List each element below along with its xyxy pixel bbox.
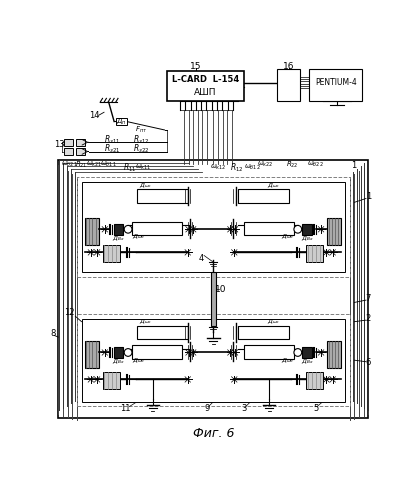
Text: $R_{з21}$: $R_{з21}$ (104, 143, 121, 156)
Text: $\omega_{к21}$: $\omega_{к21}$ (86, 160, 103, 169)
Bar (306, 372, 323, 389)
Bar (114, 347, 123, 358)
Bar (132, 345, 182, 359)
Circle shape (294, 226, 301, 233)
Bar (306, 245, 323, 261)
Text: 5: 5 (313, 404, 318, 413)
Bar (244, 222, 294, 236)
Text: PENTIUM-4: PENTIUM-4 (315, 78, 357, 87)
Text: 4: 4 (198, 254, 203, 263)
Text: $R_{22}$: $R_{22}$ (286, 160, 299, 170)
Bar (302, 224, 312, 235)
Text: $\omega_{б22}$: $\omega_{б22}$ (307, 160, 324, 169)
Text: $Д_{\omega б}$: $Д_{\omega б}$ (281, 356, 294, 365)
Text: $Д_{\omega б}$: $Д_{\omega б}$ (132, 233, 146, 242)
Bar (82, 182, 345, 272)
Text: $1$: $1$ (351, 159, 358, 170)
Bar (211, 271, 216, 325)
Text: Фиг. 6: Фиг. 6 (193, 427, 234, 440)
Text: 12: 12 (64, 308, 74, 317)
Bar (103, 372, 120, 389)
Text: $Д_{\omega к}$: $Д_{\omega к}$ (267, 181, 281, 190)
Text: $Д_{Вх}$: $Д_{Вх}$ (113, 234, 125, 243)
Text: $\omega_{б11}$: $\omega_{б11}$ (100, 160, 116, 169)
Bar (167, 71, 244, 101)
Bar (82, 318, 345, 402)
Text: 10: 10 (215, 285, 227, 294)
Bar (77, 177, 350, 277)
Bar (277, 69, 300, 101)
Text: 15: 15 (190, 61, 201, 70)
Text: 3: 3 (241, 404, 247, 413)
Bar (238, 325, 289, 339)
Text: $R_{з22}$: $R_{з22}$ (133, 143, 149, 156)
Text: $R_{11}$: $R_{11}$ (123, 162, 136, 174)
Bar (114, 224, 123, 235)
Text: $Д_{\omega к}$: $Д_{\omega к}$ (139, 181, 152, 190)
Text: 2: 2 (366, 314, 371, 323)
Bar (58, 160, 368, 418)
Text: $\omega_{к11}$: $\omega_{к11}$ (135, 163, 152, 172)
Text: $R_{з12}$: $R_{з12}$ (133, 134, 149, 146)
Text: 1: 1 (366, 193, 371, 202)
Circle shape (124, 349, 132, 356)
Text: $Д_{\omega к}$: $Д_{\omega к}$ (139, 317, 152, 326)
Bar (76, 148, 85, 155)
Bar (302, 347, 312, 358)
Bar (137, 189, 188, 203)
Text: 14: 14 (90, 111, 100, 120)
Text: $\omega_{к12}$: $\omega_{к12}$ (211, 163, 227, 172)
Text: $Д_{\omega б}$: $Д_{\omega б}$ (132, 356, 146, 365)
Text: $F_{пт}$: $F_{пт}$ (135, 125, 147, 135)
Text: $\omega_{б12}$: $\omega_{б12}$ (244, 163, 260, 172)
Text: $Д_{Вх}$: $Д_{Вх}$ (301, 357, 314, 366)
Bar (137, 325, 188, 339)
Bar (309, 69, 362, 101)
Bar (327, 341, 341, 368)
Bar (238, 189, 289, 203)
Text: L-CARD  L-154: L-CARD L-154 (172, 75, 239, 84)
Text: $Д_{Вх}$: $Д_{Вх}$ (113, 357, 125, 366)
Text: 7: 7 (366, 294, 371, 303)
Bar (85, 341, 99, 368)
Bar (64, 139, 73, 146)
Text: $Д_п$: $Д_п$ (116, 117, 126, 126)
Circle shape (294, 349, 301, 356)
Text: 11: 11 (121, 404, 131, 413)
Text: $Д_{Вх}$: $Д_{Вх}$ (301, 234, 314, 243)
Bar (132, 222, 182, 236)
Text: $Д_{\omega б}$: $Д_{\omega б}$ (281, 233, 294, 242)
Bar (85, 218, 99, 245)
Text: $Д_{\omega к}$: $Д_{\omega к}$ (267, 317, 281, 326)
Text: $\omega_{б21}$: $\omega_{б21}$ (61, 160, 78, 169)
Text: $\omega_{к22}$: $\omega_{к22}$ (257, 160, 274, 169)
Bar (64, 148, 73, 155)
Text: 8: 8 (50, 329, 55, 338)
Circle shape (124, 226, 132, 233)
Text: АШП: АШП (194, 88, 217, 97)
Text: $R_{21}$: $R_{21}$ (75, 160, 88, 170)
Text: 9: 9 (204, 404, 210, 413)
Text: 16: 16 (283, 61, 294, 70)
Text: $R_{12}$: $R_{12}$ (230, 162, 244, 174)
Bar (116, 118, 126, 125)
Text: 13: 13 (55, 140, 65, 149)
Bar (244, 345, 294, 359)
Bar (103, 245, 120, 261)
Text: $R_{з11}$: $R_{з11}$ (104, 134, 121, 146)
Bar (327, 218, 341, 245)
Bar (77, 314, 350, 406)
Text: 6: 6 (366, 358, 371, 367)
Bar (76, 139, 85, 146)
